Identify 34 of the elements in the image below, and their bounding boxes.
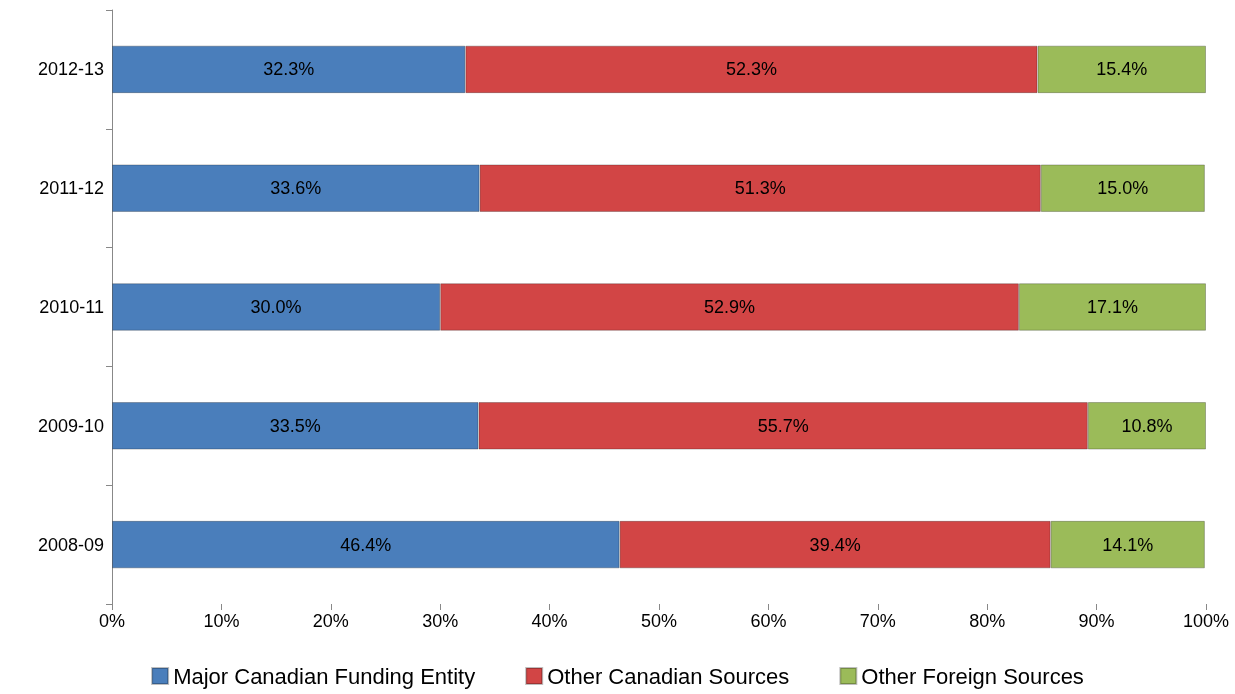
data-label: 15.0% [1097, 178, 1149, 199]
data-label: 15.4% [1096, 59, 1148, 80]
x-tick-label: 100% [1182, 611, 1230, 631]
data-label: 10.8% [1121, 415, 1173, 436]
data-label: 52.9% [704, 297, 756, 317]
data-label: 39.4% [809, 534, 861, 555]
x-tick-label: 20% [312, 611, 349, 631]
x-tick-label: 0% [98, 611, 126, 631]
legend-label: Other Foreign Sources [861, 663, 1084, 689]
data-label: 30.0% [250, 297, 302, 317]
data-label: 33.6% [270, 178, 322, 199]
data-label: 55.7% [757, 415, 809, 436]
data-label: 51.3% [734, 178, 786, 199]
y-tick-label: 2011-12 [39, 178, 104, 199]
x-tick-label: 40% [531, 611, 568, 631]
x-tick-label: 50% [640, 611, 678, 631]
y-tick-label: 2012-13 [37, 59, 104, 80]
y-tick-label: 2010-11 [39, 297, 104, 317]
x-tick-label: 60% [750, 611, 787, 631]
data-label: 33.5% [269, 415, 321, 436]
data-label: 17.1% [1086, 297, 1138, 317]
x-tick-label: 70% [859, 611, 896, 631]
x-tick-label: 90% [1078, 611, 1115, 631]
data-label: 14.1% [1102, 534, 1154, 555]
data-label: 32.3% [263, 59, 315, 80]
data-label: 52.3% [725, 59, 777, 80]
legend-label: Major Canadian Funding Entity [173, 663, 476, 689]
data-label: 46.4% [340, 534, 392, 555]
x-tick-label: 10% [203, 611, 240, 631]
y-tick-label: 2008-09 [37, 534, 104, 555]
x-tick-label: 80% [969, 611, 1006, 631]
y-tick-label: 2009-10 [37, 415, 104, 436]
legend-label: Other Canadian Sources [547, 663, 790, 689]
x-tick-label: 30% [422, 611, 459, 631]
